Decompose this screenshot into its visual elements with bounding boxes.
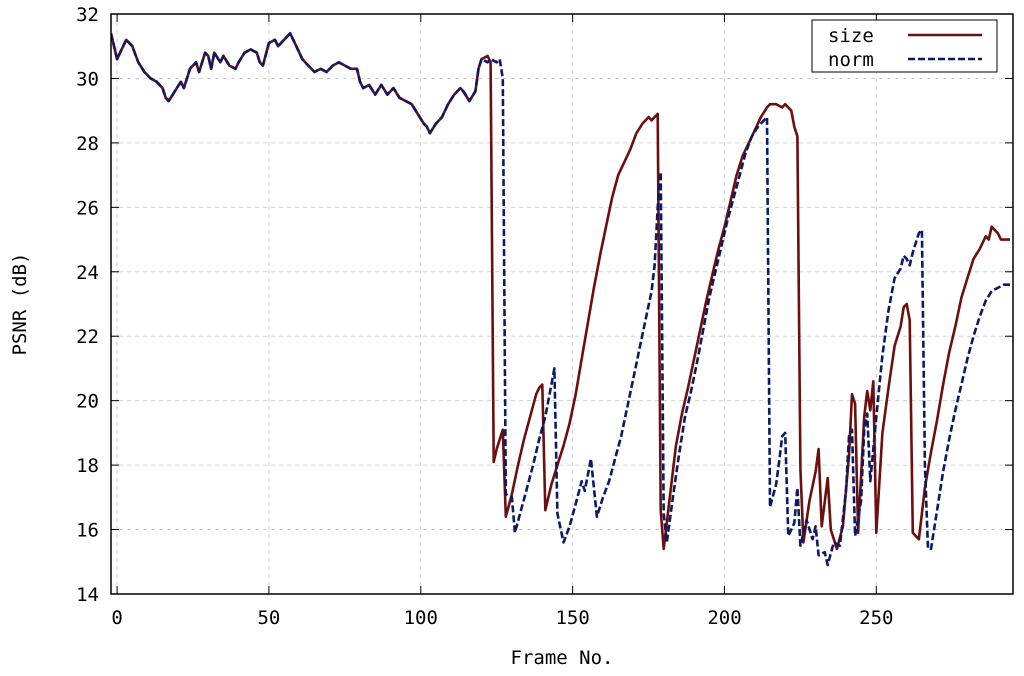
y-tick-label: 30 <box>76 68 99 90</box>
y-tick-label: 20 <box>76 391 99 413</box>
y-tick-label: 32 <box>76 4 99 26</box>
y-tick-label: 18 <box>76 455 99 477</box>
legend-box <box>811 19 998 73</box>
y-tick-label: 14 <box>76 584 99 606</box>
series-line-norm <box>111 31 1010 567</box>
plot-frame <box>110 13 1014 595</box>
y-tick-label: 28 <box>76 133 99 155</box>
y-tick-label: 26 <box>76 197 99 219</box>
series-line-size <box>111 31 1010 551</box>
series-layer <box>111 31 1010 567</box>
legend-label-norm: norm <box>828 49 874 71</box>
x-tick-label: 150 <box>555 607 589 629</box>
x-tick-label: 0 <box>111 607 122 629</box>
legend: size norm <box>811 19 998 73</box>
x-tick-label: 250 <box>859 607 893 629</box>
y-tick-label: 24 <box>76 262 99 284</box>
x-axis-title: Frame No. <box>511 647 614 669</box>
y-axis-title: PSNR (dB) <box>9 253 31 356</box>
y-tick-label: 16 <box>76 520 99 542</box>
x-tick-label: 100 <box>404 607 438 629</box>
x-tick-label: 200 <box>707 607 741 629</box>
axis-ticks: 0 50 100 150 200 250 14 16 18 20 22 24 26 28 30 32 <box>76 4 1013 629</box>
legend-label-size: size <box>828 25 874 47</box>
grid-lines <box>111 14 1013 594</box>
x-tick-label: 50 <box>257 607 280 629</box>
y-tick-label: 22 <box>76 326 99 348</box>
